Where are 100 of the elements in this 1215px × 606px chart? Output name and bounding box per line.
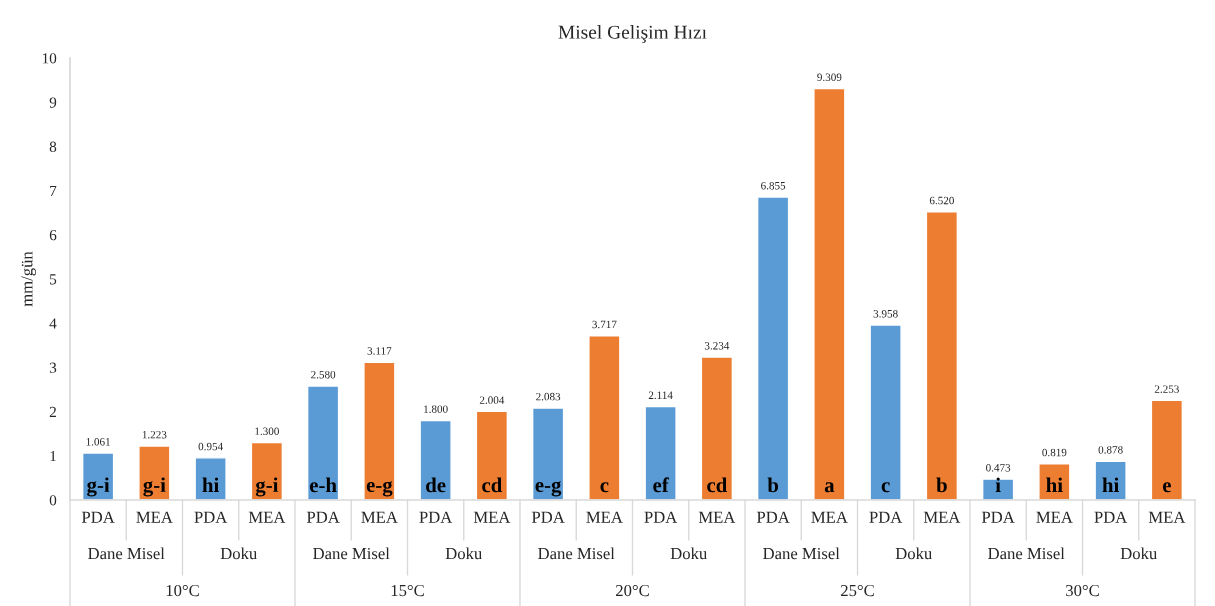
chart-title: Misel Gelişim Hızı	[558, 25, 707, 43]
data-label: 9.309	[817, 73, 842, 82]
annotation: a	[824, 482, 835, 493]
y-tick-label: 1	[50, 451, 56, 462]
data-label: 6.520	[929, 196, 954, 205]
data-label: 6.855	[761, 181, 786, 190]
data-label: 3.117	[367, 347, 392, 355]
text: 20°C	[616, 584, 649, 597]
annotation: e-g	[535, 481, 562, 497]
annotation: ef	[653, 477, 669, 493]
x-tick-label: PDA	[869, 511, 903, 523]
x-tick-label: MEA	[923, 511, 961, 523]
x-tick-label: MEA	[248, 511, 286, 523]
bar	[138, 445, 171, 500]
text: Doku	[445, 547, 482, 560]
bar	[925, 211, 959, 500]
bar	[1094, 460, 1127, 500]
x-tick-label: PDA	[644, 511, 678, 523]
bar	[756, 196, 790, 500]
text: Dane Misel	[763, 547, 840, 560]
annotation: e-g	[366, 481, 393, 497]
bar	[644, 405, 677, 500]
x-tick-label: PDA	[1094, 511, 1128, 523]
annotation: c	[881, 482, 890, 493]
data-label: 2.004	[479, 396, 505, 404]
x-tick-label: MEA	[1148, 511, 1186, 523]
data-label: 1.061	[86, 438, 110, 446]
data-label: 2.580	[311, 370, 336, 379]
bar	[194, 457, 227, 500]
x-tick-label: MEA	[698, 511, 736, 523]
data-label: 0.473	[986, 464, 1011, 472]
bar	[250, 441, 284, 500]
annotation: c	[600, 482, 609, 493]
data-label: 1.300	[255, 427, 279, 436]
text: Doku	[670, 547, 707, 560]
bar	[869, 324, 902, 500]
text: Dane Misel	[538, 547, 615, 560]
text: Dane Misel	[88, 547, 165, 560]
y-tick-label: 8	[49, 141, 57, 152]
text: 30°C	[1066, 584, 1099, 597]
x-tick-label: MEA	[811, 511, 848, 523]
x-tick-label: MEA	[1036, 511, 1073, 523]
y-tick-label: 9	[49, 97, 57, 108]
annotation: b	[767, 477, 779, 493]
bar	[588, 335, 621, 500]
annotation: de	[426, 477, 446, 493]
annotation: e-h	[309, 477, 337, 493]
data-label: 0.954	[198, 442, 223, 451]
bar	[419, 419, 452, 500]
x-tick-label: PDA	[981, 511, 1015, 523]
y-tick-label: 7	[50, 185, 57, 196]
text: Dane Misel	[313, 547, 390, 560]
x-tick-label: PDA	[419, 511, 453, 523]
bar	[1150, 399, 1184, 500]
y-tick-label: 6	[49, 229, 57, 241]
annotation: hi	[1102, 477, 1120, 493]
bar	[1038, 463, 1071, 500]
annotation: hi	[1046, 477, 1063, 493]
y-axis-title: mm/gün	[21, 251, 36, 307]
data-label: 1.223	[142, 430, 167, 439]
x-tick-label: MEA	[473, 511, 511, 523]
bar	[306, 385, 340, 500]
data-label: 3.958	[873, 310, 898, 318]
x-tick-label: PDA	[531, 511, 565, 523]
data-label: 2.253	[1154, 385, 1179, 393]
bar	[813, 87, 846, 500]
text: Doku	[895, 547, 932, 560]
annotation: g-i	[255, 477, 279, 497]
data-label: 0.878	[1098, 446, 1123, 454]
y-tick-label: 4	[49, 318, 57, 329]
annotation: cd	[707, 477, 728, 493]
data-label: 0.819	[1042, 448, 1067, 457]
bar	[363, 361, 396, 500]
text: 25°C	[841, 584, 874, 597]
x-tick-label: PDA	[306, 511, 340, 523]
x-tick-label: MEA	[136, 511, 173, 523]
x-tick-label: PDA	[81, 511, 115, 523]
annotation: b	[936, 477, 947, 493]
annotation: i	[995, 477, 1001, 493]
annotation: g-i	[87, 477, 110, 497]
annotation: e	[1162, 482, 1171, 493]
data-label: 1.800	[424, 405, 448, 413]
y-tick-label: 3	[49, 362, 57, 373]
x-tick-label: PDA	[756, 511, 790, 523]
y-tick-label: 10	[42, 53, 57, 64]
text: 15°C	[391, 584, 424, 597]
bar	[475, 410, 509, 500]
text: Doku	[1120, 547, 1157, 560]
y-tick-label: 5	[50, 274, 57, 285]
annotation: g-i	[143, 477, 166, 497]
bar	[531, 407, 565, 500]
text: Doku	[220, 547, 257, 560]
bar	[700, 356, 734, 500]
bar	[981, 478, 1015, 500]
x-tick-label: PDA	[194, 511, 228, 523]
x-tick-label: MEA	[586, 511, 623, 523]
data-label: 2.083	[536, 392, 561, 401]
annotation: hi	[202, 477, 220, 493]
data-label: 2.114	[648, 391, 673, 400]
annotation: cd	[482, 477, 503, 493]
